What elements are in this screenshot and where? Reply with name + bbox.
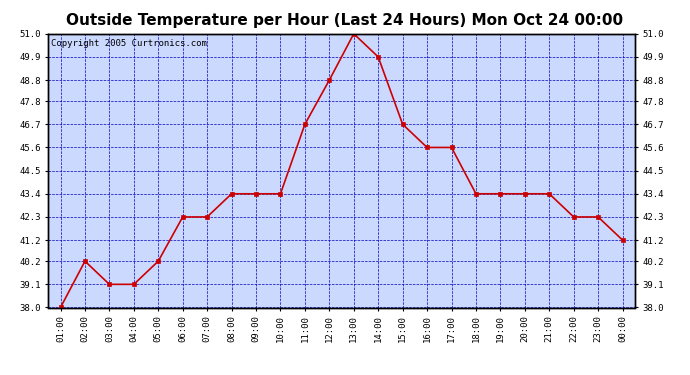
Text: Copyright 2005 Curtronics.com: Copyright 2005 Curtronics.com [51,39,207,48]
Text: Outside Temperature per Hour (Last 24 Hours) Mon Oct 24 00:00: Outside Temperature per Hour (Last 24 Ho… [66,13,624,28]
